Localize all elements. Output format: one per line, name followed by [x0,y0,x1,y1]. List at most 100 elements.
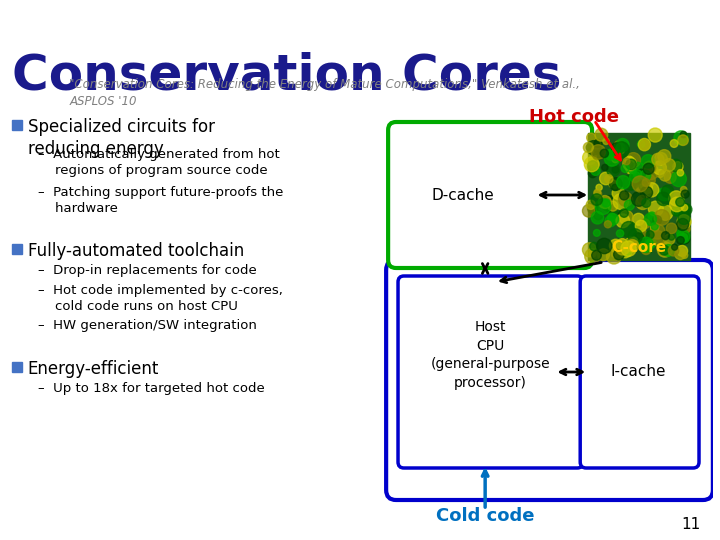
Circle shape [633,213,644,225]
Circle shape [602,199,610,207]
Circle shape [670,197,684,212]
FancyBboxPatch shape [388,122,592,268]
Circle shape [626,239,637,251]
Circle shape [616,176,630,189]
Circle shape [680,186,687,193]
Circle shape [590,251,596,257]
Circle shape [636,184,645,193]
Circle shape [672,244,678,250]
Circle shape [680,131,687,138]
Circle shape [582,151,596,165]
Circle shape [611,149,622,161]
Circle shape [642,154,655,168]
Circle shape [595,199,611,214]
Circle shape [594,190,602,198]
Circle shape [612,166,618,173]
Circle shape [616,143,625,153]
Circle shape [666,223,677,234]
Circle shape [671,171,686,187]
Circle shape [670,139,678,147]
Circle shape [676,198,685,206]
Circle shape [603,138,609,145]
Bar [12,120,22,130]
Circle shape [644,161,656,174]
Circle shape [662,245,675,256]
Circle shape [660,170,671,181]
Circle shape [662,159,675,171]
Circle shape [591,194,603,205]
Circle shape [604,151,620,166]
Circle shape [592,251,601,260]
Circle shape [616,214,629,228]
Circle shape [594,189,600,196]
Circle shape [639,195,647,203]
Circle shape [639,237,654,252]
Circle shape [591,145,606,159]
Circle shape [678,212,690,225]
Circle shape [642,245,651,254]
Text: –  Automatically generated from hot
    regions of program source code: – Automatically generated from hot regio… [37,148,279,177]
Circle shape [626,159,636,170]
Circle shape [590,242,598,251]
Circle shape [637,197,644,204]
Circle shape [646,247,652,253]
Circle shape [677,219,688,231]
Text: –  Drop-in replacements for code: – Drop-in replacements for code [37,264,256,277]
Circle shape [629,172,641,183]
Circle shape [642,179,650,186]
Circle shape [618,147,624,154]
Circle shape [681,252,688,259]
Circle shape [670,159,682,172]
Circle shape [624,158,630,165]
Circle shape [638,138,650,151]
Circle shape [583,143,593,152]
Circle shape [656,170,664,178]
Text: "Conservation Cores: Reducing the Energy of Mature Computations," Venkatesh et a: "Conservation Cores: Reducing the Energy… [69,78,580,108]
Circle shape [612,187,624,199]
Circle shape [631,233,644,246]
Circle shape [626,237,639,249]
Circle shape [678,232,690,244]
Circle shape [611,251,618,258]
Circle shape [593,230,600,237]
Circle shape [675,248,686,260]
Circle shape [681,233,687,239]
Circle shape [658,150,671,163]
Circle shape [617,239,628,250]
Circle shape [586,200,595,210]
Circle shape [608,210,618,220]
Circle shape [672,161,683,172]
Circle shape [605,175,613,183]
Circle shape [642,199,651,207]
Circle shape [640,170,651,181]
Circle shape [678,204,685,211]
Circle shape [632,176,648,192]
Circle shape [678,233,688,242]
Circle shape [673,207,682,216]
Circle shape [652,153,664,165]
Circle shape [681,190,689,198]
Circle shape [616,241,623,247]
Text: 11: 11 [682,517,701,532]
Circle shape [657,192,670,206]
Circle shape [640,140,649,150]
FancyBboxPatch shape [580,276,699,468]
Circle shape [626,164,636,174]
Circle shape [620,209,629,217]
Circle shape [644,174,655,186]
Circle shape [628,229,642,244]
Circle shape [626,161,633,168]
Circle shape [665,171,676,183]
Circle shape [668,234,675,240]
Circle shape [654,152,667,165]
Text: –  Hot code implemented by c-cores,
    cold code runs on host CPU: – Hot code implemented by c-cores, cold … [37,284,282,313]
Circle shape [620,243,633,255]
Circle shape [614,141,623,150]
Bar [12,244,22,254]
Circle shape [591,166,600,176]
Circle shape [608,214,618,225]
Circle shape [650,224,665,239]
Circle shape [608,213,616,221]
Circle shape [598,249,609,261]
Circle shape [588,161,598,172]
